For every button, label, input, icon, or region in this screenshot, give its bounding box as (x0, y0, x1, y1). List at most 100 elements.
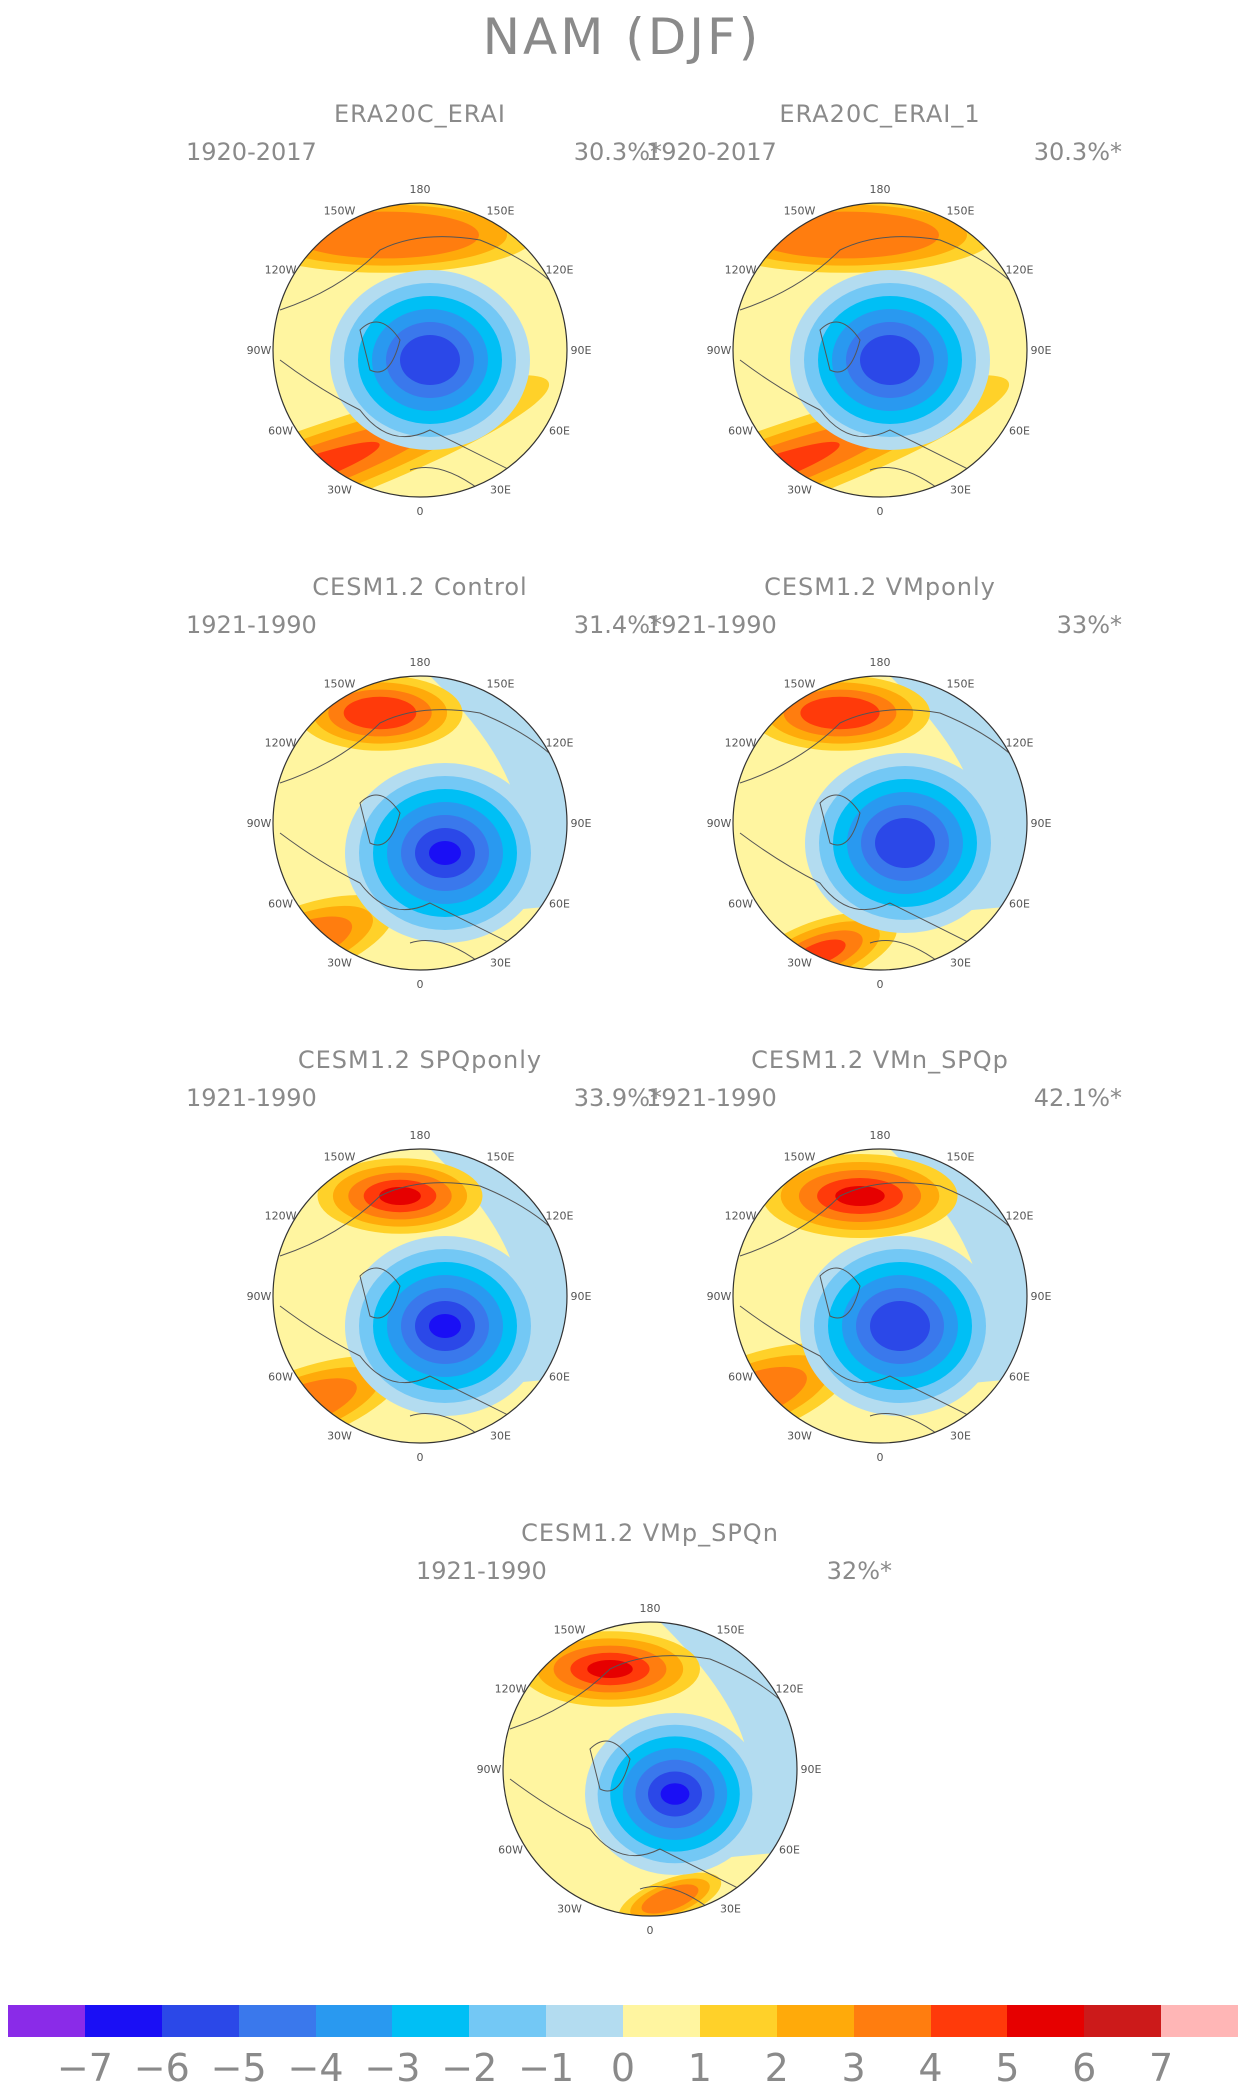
panel-period: 1920-2017 (646, 138, 777, 166)
longitude-label: 90E (1031, 1290, 1052, 1303)
map-panel: ERA20C_ERAI_1 1920-2017 30.3%* 180 150E 120E 9… (646, 100, 1122, 570)
longitude-label: 60W (728, 898, 753, 911)
longitude-label: 30W (327, 956, 352, 969)
longitude-label: 120E (545, 264, 573, 277)
colorbar-swatch (1161, 2005, 1238, 2037)
colorbar-tick-label: 3 (841, 2046, 866, 2090)
longitude-label: 180 (870, 183, 891, 196)
longitude-label: 150E (487, 205, 515, 218)
panel-title: ERA20C_ERAI_1 (779, 100, 981, 128)
panel-title: CESM1.2 SPQponly (297, 1046, 543, 1074)
map-boundary (272, 675, 568, 971)
colorbar-swatch (546, 2005, 623, 2037)
colorbar-tick-label: 6 (1072, 2046, 1097, 2090)
panel-period: 1921-1990 (416, 1557, 547, 1585)
panel-variance-percent: 42.1%* (1033, 1084, 1122, 1112)
longitude-label: 30W (787, 483, 812, 496)
colorbar-swatch (8, 2005, 85, 2037)
colorbar-swatch (1084, 2005, 1162, 2037)
map-panel: CESM1.2 VMponly 1921-1990 33%* 180 150E 120E 9… (646, 573, 1122, 1043)
longitude-label: 30W (327, 483, 352, 496)
longitude-label: 60W (728, 425, 753, 438)
longitude-label: 90W (707, 1290, 732, 1303)
longitude-label: 30E (490, 956, 511, 969)
positive-anomaly-contour (379, 1187, 421, 1205)
colorbar-tick-label: 4 (918, 2046, 943, 2090)
map-panel: CESM1.2 VMn_SPQp 1921-1990 42.1%* 180 150E 12… (646, 1046, 1122, 1516)
longitude-label: 30W (787, 1429, 812, 1442)
longitude-label: 180 (410, 656, 431, 669)
longitude-label: 30W (557, 1902, 582, 1915)
longitude-label: 120W (265, 264, 297, 277)
negative-anomaly-contour (875, 818, 935, 868)
colorbar (8, 2005, 1238, 2037)
longitude-label: 90E (1031, 344, 1052, 357)
longitude-label: 150W (784, 205, 816, 218)
longitude-label: 150W (784, 1151, 816, 1164)
longitude-label: 180 (410, 1129, 431, 1142)
longitude-label: 0 (647, 1924, 654, 1937)
polar-map: 180 150E 120E 90E 60E 30E 0 30W 60W 90W 120W 150W (707, 656, 1052, 991)
polar-map: 180 150E 120E 90E 60E 30E 0 30W 60W 90W 120W 150W (477, 1602, 822, 1937)
panel-variance-percent: 33%* (1056, 611, 1122, 639)
longitude-label: 30E (950, 483, 971, 496)
map-boundary (272, 202, 568, 498)
longitude-label: 30W (327, 1429, 352, 1442)
colorbar-tick-label: −2 (441, 2046, 498, 2090)
panel-period: 1921-1990 (186, 1084, 317, 1112)
longitude-label: 0 (417, 978, 424, 991)
longitude-label: 0 (417, 505, 424, 518)
colorbar-swatch (699, 2005, 777, 2037)
panel-variance-percent: 31.4%* (573, 611, 662, 639)
longitude-label: 0 (877, 978, 884, 991)
map-boundary (732, 1148, 1028, 1444)
panel-title: CESM1.2 VMponly (764, 573, 996, 601)
colorbar-swatch (84, 2005, 162, 2037)
positive-anomaly-contour (641, 1884, 699, 1914)
colorbar-tick-label: −6 (133, 2046, 190, 2090)
panel-title: CESM1.2 Control (312, 573, 528, 601)
longitude-label: 120E (1005, 1210, 1033, 1223)
longitude-label: 120E (1005, 264, 1033, 277)
longitude-label: 60E (549, 425, 570, 438)
longitude-label: 60E (549, 1371, 570, 1384)
longitude-label: 120W (495, 1683, 527, 1696)
colorbar-tick-label: 2 (764, 2046, 789, 2090)
negative-anomaly-contour (429, 1314, 461, 1338)
negative-anomaly-contour (870, 1301, 930, 1351)
longitude-label: 120W (265, 1210, 297, 1223)
longitude-label: 30E (490, 1429, 511, 1442)
longitude-label: 30W (787, 956, 812, 969)
panel-variance-percent: 30.3%* (1033, 138, 1122, 166)
colorbar-swatch (930, 2005, 1008, 2037)
panel-period: 1921-1990 (646, 611, 777, 639)
colorbar-tick-label: −4 (287, 2046, 344, 2090)
negative-anomaly-contour (429, 841, 461, 865)
panel-variance-percent: 32%* (826, 1557, 892, 1585)
colorbar-tick-label: −3 (364, 2046, 421, 2090)
negative-anomaly-contour (660, 1783, 690, 1805)
longitude-label: 30E (720, 1902, 741, 1915)
longitude-label: 30E (950, 1429, 971, 1442)
polar-map: 180 150E 120E 90E 60E 30E 0 30W 60W 90W 120W 150W (707, 183, 1052, 518)
longitude-label: 60W (728, 1371, 753, 1384)
positive-anomaly-contour (835, 1186, 885, 1206)
longitude-label: 180 (640, 1602, 661, 1615)
colorbar-swatch (623, 2005, 700, 2037)
map-panel: CESM1.2 SPQponly 1921-1990 33.9%* 180 150E 12… (186, 1046, 662, 1516)
map-panel: ERA20C_ERAI 1920-2017 30.3%* 180 150E 120E 90E… (186, 100, 662, 570)
positive-anomaly-contour (800, 696, 880, 730)
colorbar-swatch (469, 2005, 547, 2037)
longitude-label: 150E (947, 205, 975, 218)
longitude-label: 30E (490, 483, 511, 496)
map-panel: CESM1.2 Control 1921-1990 31.4%* 180 150E 120… (186, 573, 662, 1043)
panel-period: 1921-1990 (186, 611, 317, 639)
longitude-label: 150E (947, 1151, 975, 1164)
longitude-label: 90W (707, 344, 732, 357)
longitude-label: 150E (717, 1624, 745, 1637)
longitude-label: 120W (725, 264, 757, 277)
longitude-label: 60W (268, 1371, 293, 1384)
longitude-label: 60E (1009, 1371, 1030, 1384)
colorbar-tick-label: 1 (687, 2046, 712, 2090)
longitude-label: 120W (265, 737, 297, 750)
